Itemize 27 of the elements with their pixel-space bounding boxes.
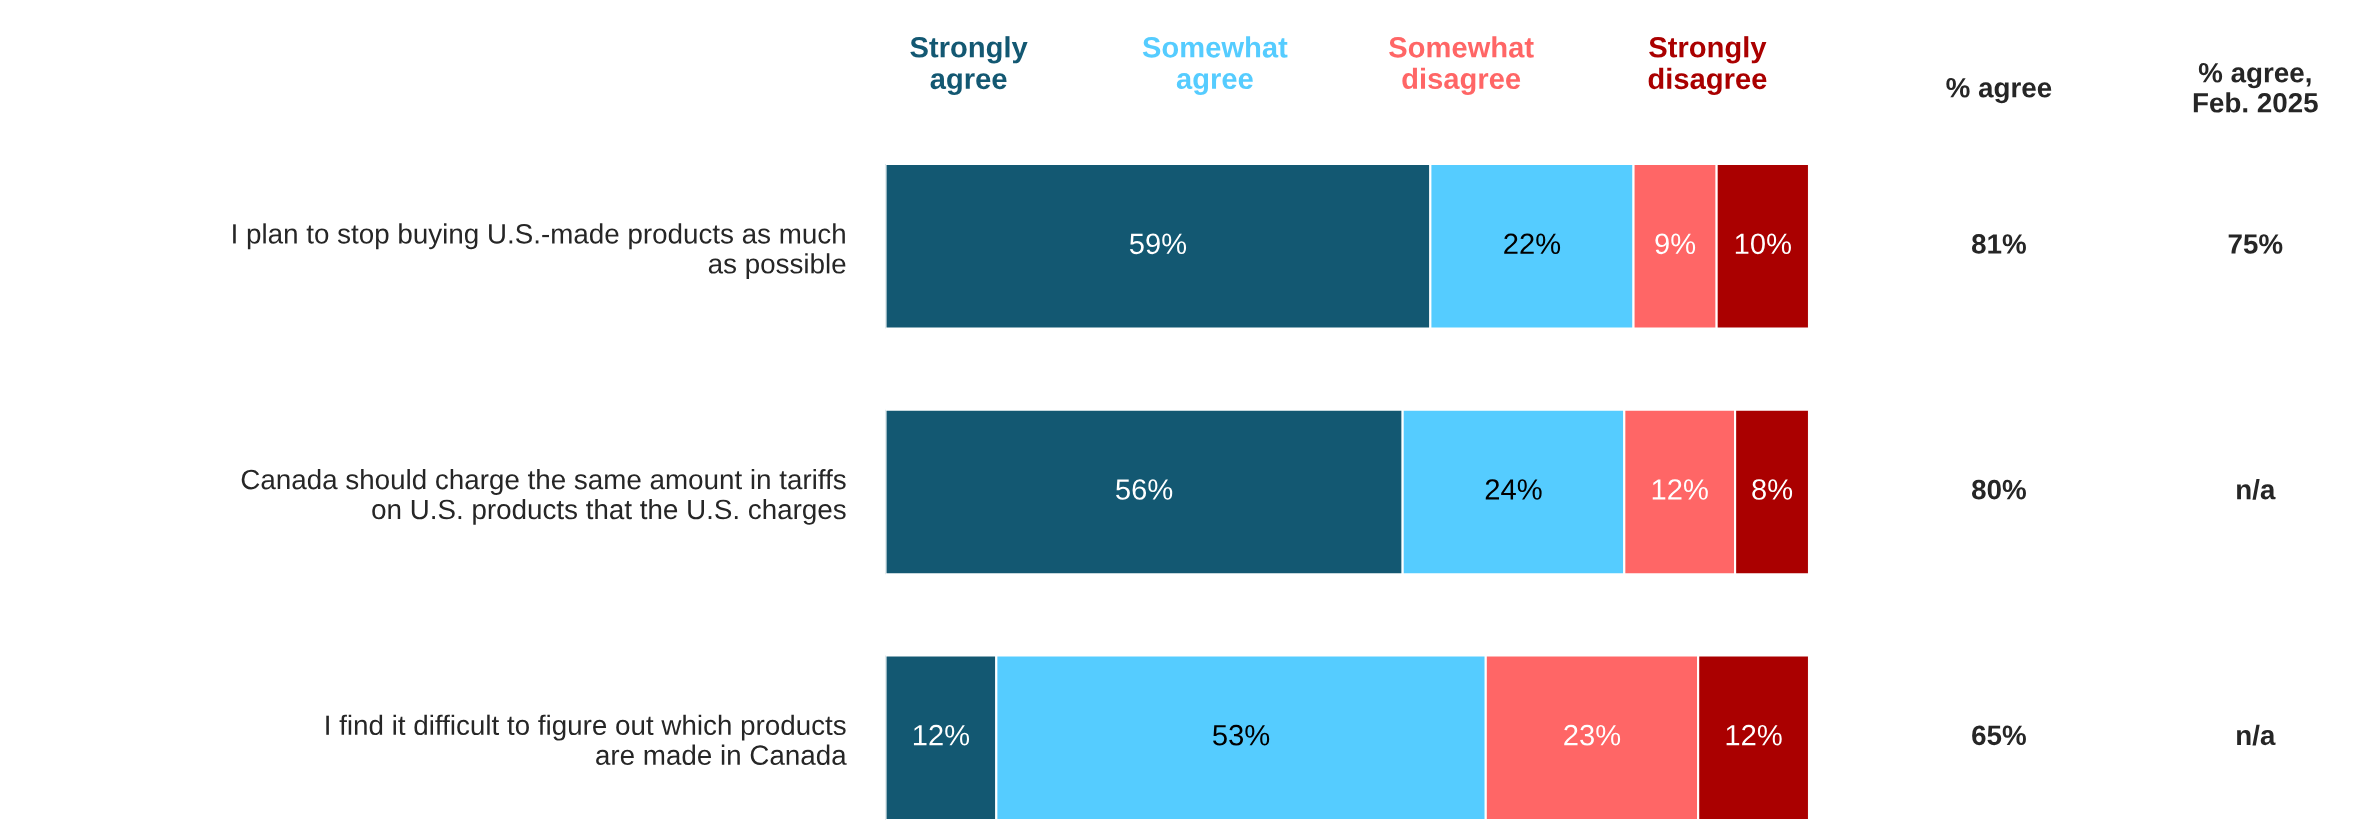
data-label: 24% [1485,479,1542,500]
text: Strongly agree [910,36,1028,96]
text: 81% [1971,234,2026,254]
text: % agree [1946,77,2052,104]
text: 80% [1971,479,2026,500]
text: n/a [2237,479,2276,500]
data-label: 9% [1655,233,1696,255]
data-label: 12% [913,724,970,746]
text: Somewhat disagree [1389,36,1534,95]
data-label: 8% [1752,479,1793,500]
y-tick-label: Canada should charge the same amount in tariffs on U.S. products that the U.S. charges [241,468,846,525]
data-label: 59% [1129,233,1187,255]
text: Somewhat agree [1142,36,1288,95]
data-label: 53% [1213,724,1270,746]
y-tick-label: I find it difficult to figure out which products are made in Canada [326,714,847,765]
data-label: 22% [1504,233,1561,255]
data-label: 23% [1564,724,1621,746]
data-label: 10% [1735,233,1791,255]
data-label: 12% [1652,479,1708,500]
text: 65% [1972,725,2026,746]
text: Strongly disagree [1648,36,1767,96]
text: 75% [2228,234,2283,254]
text: % agree, Feb. 2025 [2193,62,2318,113]
data-label: 12% [1726,724,1782,746]
data-label: 56% [1116,479,1173,500]
text: n/a [2237,724,2276,746]
y-tick-label: I plan to stop buying U.S.-made products as much as possible [233,223,846,280]
